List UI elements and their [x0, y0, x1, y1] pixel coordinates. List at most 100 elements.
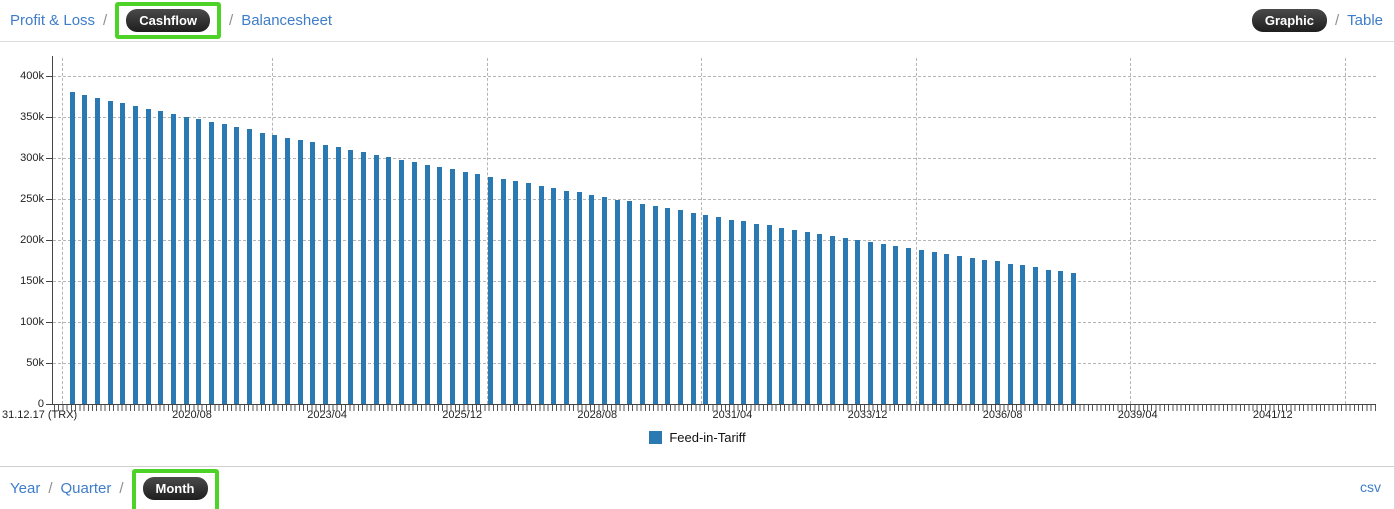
x-gridline: [62, 58, 63, 404]
x-axis-tick-label: 2041/12: [1252, 409, 1293, 421]
toggle-table[interactable]: Table: [1347, 12, 1383, 29]
tab-quarter[interactable]: Quarter: [60, 479, 112, 497]
feed-in-tariff-bar: [906, 248, 912, 404]
feed-in-tariff-bar: [551, 188, 557, 404]
y-axis-tick: [46, 363, 52, 364]
feed-in-tariff-bar: [855, 240, 861, 404]
feed-in-tariff-bar: [234, 126, 240, 404]
tab-balancesheet[interactable]: Balancesheet: [241, 12, 333, 29]
feed-in-tariff-bar: [576, 192, 582, 404]
cashflow-bar-chart: Feed-in-Tariff 0 50k 100k 150k 200k 250k 300k 3…: [0, 42, 1394, 466]
y-axis-tick-label: 100k: [20, 316, 44, 328]
x-axis-minor-ticks: [54, 405, 1376, 411]
feed-in-tariff-bar: [678, 210, 683, 404]
separator: /: [229, 12, 234, 29]
feed-in-tariff-bar: [183, 117, 189, 404]
y-axis-tick-label: 350k: [20, 111, 44, 123]
x-axis-tick-label: 2025/12: [442, 409, 483, 421]
feed-in-tariff-bar: [310, 142, 316, 404]
y-axis-tick-label: 250k: [20, 193, 44, 205]
feed-in-tariff-bar: [1032, 267, 1038, 404]
feed-in-tariff-bar: [513, 180, 519, 404]
x-axis-tick-label: 2033/12: [847, 409, 888, 421]
period-tabs: Year / Quarter / Month: [10, 462, 219, 509]
y-gridline: [53, 281, 1376, 282]
csv-export-link[interactable]: csv: [1360, 479, 1381, 495]
feed-in-tariff-bar: [247, 129, 253, 404]
feed-in-tariff-bar: [145, 108, 151, 404]
feed-in-tariff-bar: [538, 185, 544, 404]
annotation-highlight-box: Cashflow: [115, 2, 222, 39]
top-navigation-bar: Profit & Loss / Cashflow / Balancesheet …: [0, 0, 1394, 42]
feed-in-tariff-bar: [994, 261, 1000, 404]
x-axis-tick-label: 2020/08: [172, 409, 212, 421]
feed-in-tariff-bar: [335, 147, 341, 404]
x-axis-tick-label: 2031/04: [712, 409, 753, 421]
x-gridline: [701, 58, 702, 404]
feed-in-tariff-bar: [969, 258, 975, 404]
feed-in-tariff-bar: [373, 154, 379, 404]
feed-in-tariff-bar: [956, 255, 962, 404]
feed-in-tariff-bar: [792, 230, 798, 404]
feed-in-tariff-bar: [1020, 265, 1026, 404]
legend-label: Feed-in-Tariff: [669, 430, 746, 445]
feed-in-tariff-bar: [69, 92, 75, 404]
feed-in-tariff-bar: [868, 242, 874, 404]
feed-in-tariff-bar: [1045, 269, 1051, 404]
feed-in-tariff-bar: [487, 176, 493, 404]
feed-in-tariff-bar: [918, 249, 924, 404]
feed-in-tariff-bar: [361, 152, 367, 404]
y-axis-tick: [46, 76, 52, 77]
feed-in-tariff-bar: [475, 174, 481, 404]
tab-profit-and-loss[interactable]: Profit & Loss: [10, 12, 96, 29]
y-gridline: [53, 363, 1376, 364]
separator: /: [48, 479, 53, 497]
report-tabs: Profit & Loss / Cashflow / Balancesheet: [10, 2, 332, 39]
feed-in-tariff-bar: [982, 259, 988, 404]
feed-in-tariff-bar: [842, 238, 848, 404]
toggle-graphic[interactable]: Graphic: [1251, 9, 1327, 32]
x-axis-tick-label: 2036/08: [982, 409, 1023, 421]
y-axis-tick: [46, 404, 52, 405]
feed-in-tariff-bar: [614, 199, 620, 404]
feed-in-tariff-bar: [690, 212, 696, 404]
x-axis-tick-label: 2039/04: [1117, 409, 1158, 421]
feed-in-tariff-bar: [804, 231, 810, 404]
feed-in-tariff-bar: [601, 197, 607, 404]
y-axis-tick: [46, 158, 52, 159]
feed-in-tariff-bar: [639, 203, 645, 404]
feed-in-tariff-bar: [94, 98, 100, 404]
y-axis-tick: [46, 281, 52, 282]
y-axis-line: [52, 56, 53, 404]
y-axis-tick-label: 200k: [20, 234, 44, 246]
x-gridline: [487, 58, 488, 404]
feed-in-tariff-bar: [1058, 271, 1064, 404]
x-axis-tick-label: 2028/08: [577, 409, 618, 421]
feed-in-tariff-bar: [665, 208, 671, 404]
y-axis-tick-label: 0: [37, 398, 44, 410]
feed-in-tariff-bar: [132, 106, 138, 404]
separator: /: [119, 479, 124, 497]
feed-in-tariff-bar: [411, 162, 417, 404]
view-toggle: Graphic / Table: [1251, 9, 1383, 32]
tab-cashflow[interactable]: Cashflow: [126, 9, 211, 32]
y-gridline: [53, 76, 1376, 77]
feed-in-tariff-bar: [500, 178, 506, 404]
x-gridline: [916, 58, 917, 404]
y-axis-tick: [46, 322, 52, 323]
separator: /: [103, 12, 108, 29]
y-axis-tick-label: 50k: [26, 357, 44, 369]
x-axis-start-label: 31.12.17 (TRX): [2, 409, 78, 421]
feed-in-tariff-bar: [830, 235, 836, 404]
feed-in-tariff-bar: [386, 157, 392, 404]
chart-legend: Feed-in-Tariff: [0, 430, 1394, 445]
feed-in-tariff-bar: [931, 252, 937, 404]
feed-in-tariff-bar: [259, 132, 265, 404]
legend-color-swatch: [649, 431, 663, 444]
tab-month[interactable]: Month: [142, 476, 208, 500]
feed-in-tariff-bar: [462, 171, 468, 404]
feed-in-tariff-bar: [880, 244, 886, 404]
tab-year[interactable]: Year: [10, 479, 41, 497]
feed-in-tariff-bar: [171, 113, 176, 404]
